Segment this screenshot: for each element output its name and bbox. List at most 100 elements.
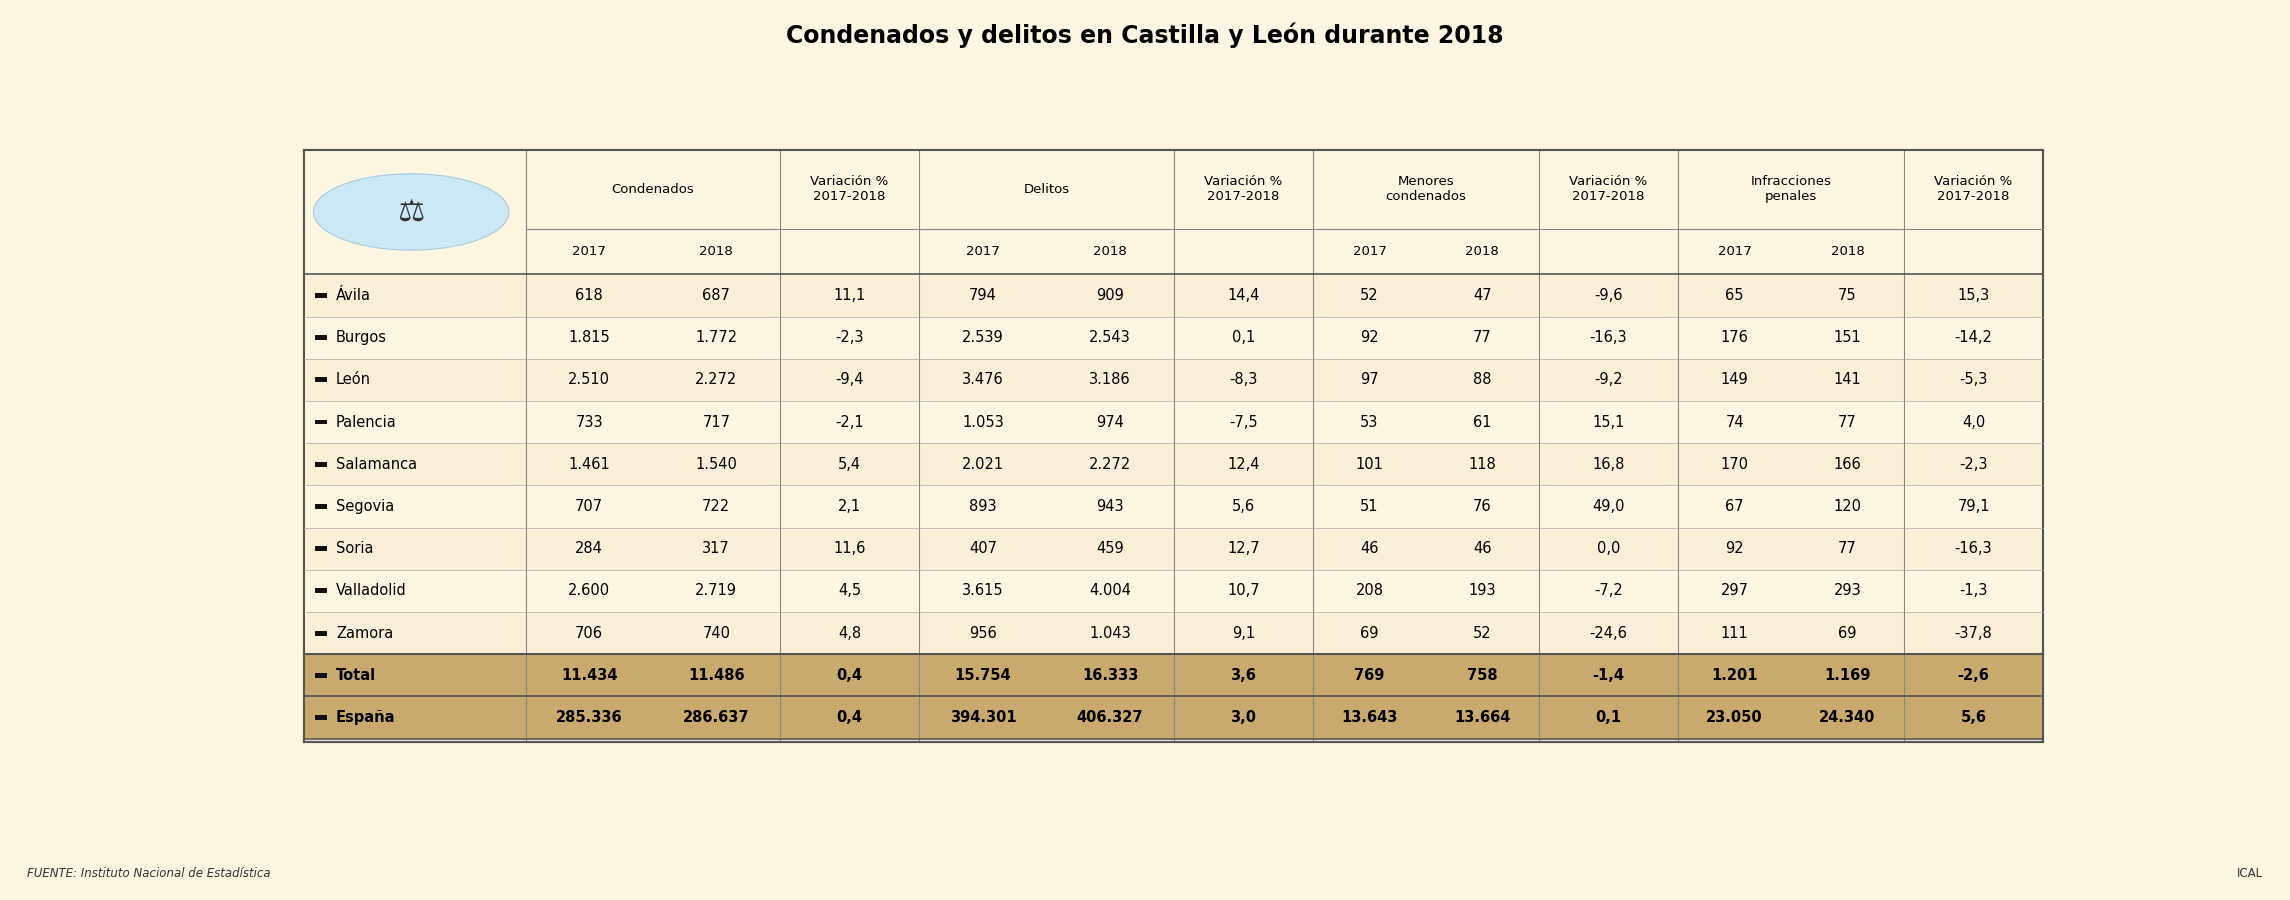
Text: 92: 92: [1360, 330, 1379, 345]
Text: 46: 46: [1472, 541, 1491, 556]
Text: España: España: [337, 710, 396, 725]
Text: -2,3: -2,3: [1960, 457, 1988, 472]
Text: 170: 170: [1720, 457, 1750, 472]
Text: 0,0: 0,0: [1596, 541, 1619, 556]
Bar: [305, 359, 2043, 401]
Text: 5,6: 5,6: [1960, 710, 1985, 725]
Text: 3.476: 3.476: [962, 373, 1003, 387]
Text: 297: 297: [1720, 583, 1750, 599]
Text: 0,4: 0,4: [836, 668, 863, 683]
Text: 13.664: 13.664: [1454, 710, 1511, 725]
Text: Menores
condenados: Menores condenados: [1385, 176, 1466, 203]
Text: 16.333: 16.333: [1081, 668, 1138, 683]
Text: 65: 65: [1724, 288, 1743, 303]
Text: 3.186: 3.186: [1090, 373, 1131, 387]
Text: 285.336: 285.336: [556, 710, 623, 725]
Bar: [305, 612, 2043, 654]
Text: -16,3: -16,3: [1956, 541, 1992, 556]
Text: 943: 943: [1097, 499, 1124, 514]
Text: Delitos: Delitos: [1024, 183, 1069, 196]
Text: 3,6: 3,6: [1230, 668, 1257, 683]
Text: 74: 74: [1724, 415, 1745, 429]
Text: 2.600: 2.600: [568, 583, 609, 599]
Text: 974: 974: [1097, 415, 1124, 429]
Text: 151: 151: [1834, 330, 1862, 345]
Text: 459: 459: [1097, 541, 1124, 556]
Text: Infracciones
penales: Infracciones penales: [1750, 176, 1832, 203]
Text: 794: 794: [969, 288, 996, 303]
Text: 141: 141: [1834, 373, 1862, 387]
Text: 51: 51: [1360, 499, 1379, 514]
Text: 293: 293: [1834, 583, 1862, 599]
Text: 13.643: 13.643: [1342, 710, 1397, 725]
Text: 733: 733: [575, 415, 602, 429]
Text: 1.461: 1.461: [568, 457, 609, 472]
Text: 769: 769: [1353, 668, 1385, 683]
Text: -1,3: -1,3: [1960, 583, 1988, 599]
Text: -2,3: -2,3: [836, 330, 863, 345]
Text: 2017: 2017: [1718, 246, 1752, 258]
Text: 2.539: 2.539: [962, 330, 1003, 345]
Bar: [305, 443, 2043, 485]
Text: 286.637: 286.637: [682, 710, 749, 725]
Text: 2018: 2018: [1466, 246, 1500, 258]
Text: 12,7: 12,7: [1227, 541, 1260, 556]
Text: Total: Total: [337, 668, 376, 683]
Text: 1.043: 1.043: [1090, 626, 1131, 641]
Text: 2.719: 2.719: [696, 583, 737, 599]
Text: 2.543: 2.543: [1090, 330, 1131, 345]
Text: 193: 193: [1468, 583, 1495, 599]
Text: 4.004: 4.004: [1090, 583, 1131, 599]
Text: 77: 77: [1472, 330, 1491, 345]
Text: 1.053: 1.053: [962, 415, 1003, 429]
Text: -24,6: -24,6: [1589, 626, 1628, 641]
Text: 893: 893: [969, 499, 996, 514]
Text: 0,1: 0,1: [1232, 330, 1255, 345]
Text: 61: 61: [1472, 415, 1491, 429]
Text: Variación %
2017-2018: Variación % 2017-2018: [1935, 176, 2013, 203]
Bar: [305, 401, 2043, 443]
Text: 4,0: 4,0: [1963, 415, 1985, 429]
Bar: [314, 335, 327, 340]
Text: 149: 149: [1720, 373, 1750, 387]
Text: -5,3: -5,3: [1960, 373, 1988, 387]
Text: 16,8: 16,8: [1592, 457, 1624, 472]
Text: Condenados: Condenados: [611, 183, 694, 196]
Text: 15,3: 15,3: [1958, 288, 1990, 303]
Text: 15.754: 15.754: [955, 668, 1012, 683]
Text: Variación %
2017-2018: Variación % 2017-2018: [811, 176, 889, 203]
Text: 707: 707: [575, 499, 602, 514]
Text: 2.272: 2.272: [696, 373, 737, 387]
Text: 176: 176: [1720, 330, 1750, 345]
Text: 740: 740: [703, 626, 731, 641]
Text: 67: 67: [1724, 499, 1745, 514]
Bar: [305, 149, 2043, 274]
Text: 2017: 2017: [966, 246, 1001, 258]
Text: 706: 706: [575, 626, 602, 641]
Text: 4,8: 4,8: [838, 626, 861, 641]
Text: 2.510: 2.510: [568, 373, 609, 387]
Text: -37,8: -37,8: [1956, 626, 1992, 641]
Text: 394.301: 394.301: [950, 710, 1017, 725]
Text: 46: 46: [1360, 541, 1379, 556]
Text: 3.615: 3.615: [962, 583, 1003, 599]
Text: 909: 909: [1097, 288, 1124, 303]
Text: 24.340: 24.340: [1818, 710, 1876, 725]
Text: Ávila: Ávila: [337, 288, 371, 303]
Bar: [305, 527, 2043, 570]
Bar: [314, 377, 327, 382]
Text: -16,3: -16,3: [1589, 330, 1628, 345]
Text: 2018: 2018: [1092, 246, 1127, 258]
Text: 717: 717: [703, 415, 731, 429]
Text: 69: 69: [1839, 626, 1857, 641]
Bar: [305, 654, 2043, 697]
Bar: [314, 716, 327, 720]
Text: Burgos: Burgos: [337, 330, 387, 345]
Text: 2018: 2018: [1830, 246, 1864, 258]
Text: 208: 208: [1356, 583, 1383, 599]
Text: Salamanca: Salamanca: [337, 457, 417, 472]
Bar: [314, 462, 327, 467]
Text: 2018: 2018: [698, 246, 733, 258]
Circle shape: [314, 174, 508, 250]
Text: 76: 76: [1472, 499, 1491, 514]
